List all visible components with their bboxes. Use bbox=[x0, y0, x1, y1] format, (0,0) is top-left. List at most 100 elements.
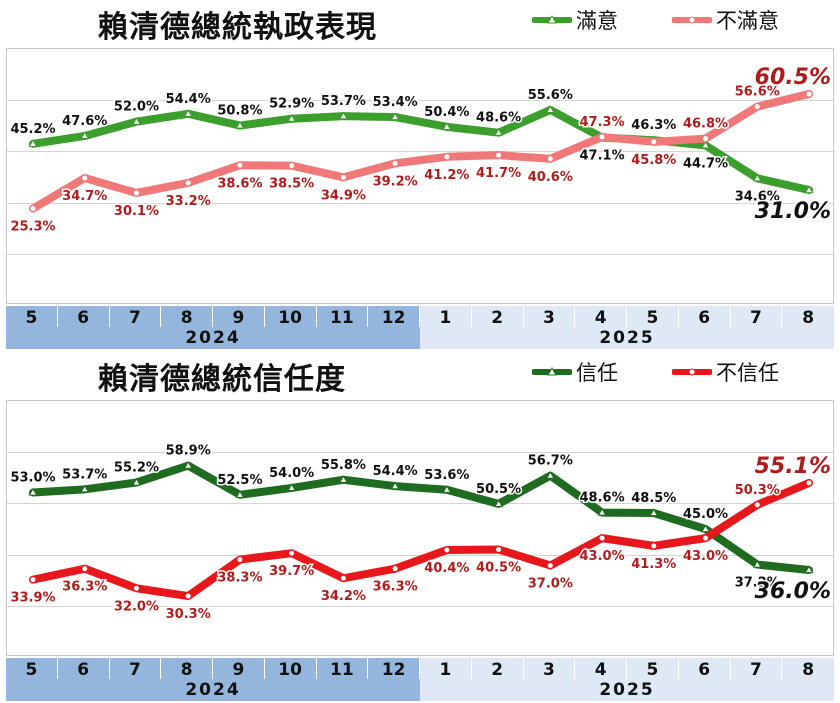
legend-item-distrust: 不信任 bbox=[672, 358, 779, 386]
data-label: 44.7% bbox=[683, 156, 728, 171]
month-tick-label: 4 bbox=[575, 306, 627, 330]
data-label: 54.4% bbox=[166, 92, 211, 107]
data-point bbox=[235, 120, 245, 129]
data-point bbox=[650, 542, 658, 550]
data-point bbox=[235, 490, 245, 498]
series-0 bbox=[28, 461, 814, 575]
data-label: 52.5% bbox=[217, 473, 262, 488]
data-label: 54.4% bbox=[373, 464, 418, 479]
data-label: 45.2% bbox=[10, 122, 55, 137]
month-axis: 5 6 7 8 9 10 11 12 1 2 3 4 5 6 7 8 bbox=[6, 306, 834, 330]
data-label: 48.6% bbox=[580, 491, 625, 506]
data-point bbox=[701, 524, 711, 533]
month-tick-label: 12 bbox=[368, 306, 420, 330]
data-label: 38.5% bbox=[269, 177, 314, 192]
month-tick-label: 7 bbox=[730, 306, 783, 330]
data-label: 50.8% bbox=[217, 104, 262, 119]
data-label: 56.6% bbox=[735, 85, 780, 100]
data-point bbox=[28, 139, 38, 147]
month-tick-label: 6 bbox=[57, 306, 110, 330]
month-tick-label: 11 bbox=[316, 658, 369, 682]
data-point bbox=[495, 151, 503, 159]
data-point bbox=[132, 584, 140, 592]
data-point bbox=[236, 556, 244, 564]
month-tick-label: 3 bbox=[523, 306, 576, 330]
data-label: 53.7% bbox=[62, 467, 107, 482]
data-label: 58.9% bbox=[166, 444, 211, 459]
data-point bbox=[29, 576, 37, 584]
data-label: 47.3% bbox=[580, 115, 625, 130]
data-label: 46.3% bbox=[631, 118, 676, 133]
data-labels: 53.0% 53.7% 55.2% 58.9% 52.5% 54.0% 55.8% 54.4%… bbox=[9, 442, 833, 623]
month-tick-label: 6 bbox=[678, 658, 731, 682]
data-point bbox=[546, 155, 554, 163]
month-tick-label: 8 bbox=[782, 658, 834, 682]
line-chart: 53.0% 53.7% 55.2% 58.9% 52.5% 54.0% 55.8% 54.4%… bbox=[7, 442, 835, 624]
data-label: 55.1% bbox=[755, 454, 831, 479]
data-label: 36.0% bbox=[755, 579, 831, 604]
data-label: 31.0% bbox=[755, 199, 831, 224]
approval-chart-panel: 賴清德總統執政表現 滿意 不滿意 45.2% 47.6% 52.0% 54.4% 50.… bbox=[0, 0, 840, 350]
data-label: 45.8% bbox=[631, 153, 676, 168]
data-point bbox=[442, 485, 452, 493]
data-label: 32.0% bbox=[114, 599, 159, 614]
data-label: 53.0% bbox=[10, 471, 55, 486]
data-label: 40.4% bbox=[424, 561, 469, 576]
month-tick-label: 9 bbox=[213, 658, 265, 682]
data-point bbox=[80, 131, 90, 140]
month-tick-label: 8 bbox=[161, 658, 213, 682]
data-point bbox=[131, 117, 141, 125]
data-label: 48.5% bbox=[631, 491, 676, 506]
data-point bbox=[804, 565, 814, 574]
data-point bbox=[752, 559, 762, 568]
data-point bbox=[183, 461, 193, 469]
legend-line-triangle-icon bbox=[532, 366, 572, 376]
data-point bbox=[132, 189, 140, 197]
data-point bbox=[701, 140, 711, 149]
data-label: 30.1% bbox=[114, 204, 159, 219]
gridlines bbox=[7, 100, 835, 255]
data-label: 36.3% bbox=[373, 580, 418, 595]
month-tick-label: 6 bbox=[678, 306, 731, 330]
legend-line-circle-icon bbox=[672, 368, 712, 376]
data-label: 56.7% bbox=[528, 454, 573, 469]
month-tick-label: 12 bbox=[368, 658, 420, 682]
data-label: 30.3% bbox=[166, 607, 211, 622]
data-labels: 45.2% 47.6% 52.0% 54.4% 50.8% 52.9% 53.7% 53.4%… bbox=[9, 63, 833, 236]
data-point bbox=[752, 173, 762, 182]
month-tick-label: 6 bbox=[57, 658, 110, 682]
data-label: 55.8% bbox=[321, 458, 366, 473]
data-point bbox=[338, 475, 348, 483]
month-tick-label: 10 bbox=[264, 658, 317, 682]
data-label: 33.9% bbox=[10, 591, 55, 606]
data-point bbox=[545, 105, 555, 114]
data-label: 34.7% bbox=[62, 189, 107, 204]
data-label: 50.5% bbox=[476, 482, 521, 497]
legend-item-trust: 信任 bbox=[532, 358, 618, 386]
data-point bbox=[494, 128, 504, 136]
data-label: 37.2% bbox=[735, 576, 780, 591]
legend-label: 不滿意 bbox=[716, 9, 779, 33]
data-label: 25.3% bbox=[10, 220, 55, 235]
data-label: 60.5% bbox=[755, 65, 831, 90]
data-point bbox=[391, 159, 399, 167]
legend-line-circle-icon bbox=[672, 16, 712, 24]
data-point bbox=[184, 592, 192, 600]
month-tick-label: 5 bbox=[627, 658, 679, 682]
legend-label: 滿意 bbox=[576, 9, 618, 33]
data-point bbox=[236, 161, 244, 169]
data-point bbox=[339, 173, 347, 181]
legend-label: 不信任 bbox=[716, 361, 779, 385]
data-label: 34.9% bbox=[321, 188, 366, 203]
data-point bbox=[338, 111, 348, 120]
data-point bbox=[288, 549, 296, 557]
month-tick-label: 8 bbox=[782, 306, 834, 330]
data-label: 54.0% bbox=[269, 466, 314, 481]
legend-item-satisfied: 滿意 bbox=[532, 6, 618, 34]
data-label: 47.1% bbox=[580, 149, 625, 164]
data-point bbox=[131, 477, 141, 486]
data-label: 38.3% bbox=[217, 571, 262, 586]
data-point bbox=[702, 534, 710, 542]
month-tick-label: 10 bbox=[264, 306, 317, 330]
data-label: 33.2% bbox=[166, 194, 211, 209]
